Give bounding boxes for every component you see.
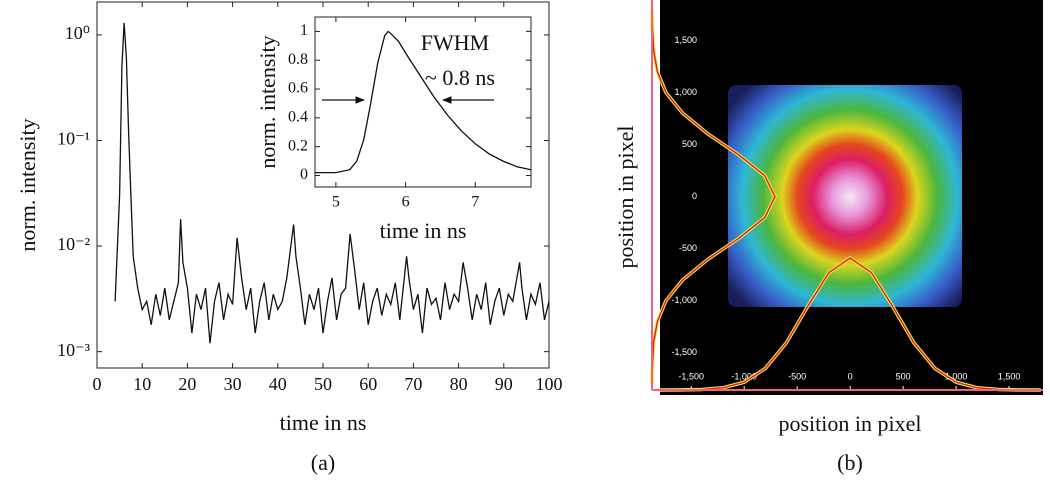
y-tick-label: -1,500	[671, 347, 697, 357]
x-tick-label: 20	[178, 374, 196, 394]
x-tick-label: 30	[224, 374, 242, 394]
x-tick-label: 1,000	[945, 371, 968, 381]
x-tick-label: 1,500	[998, 371, 1021, 381]
y-tick-label: 0	[692, 191, 697, 201]
x-tick-label: 100	[536, 374, 563, 394]
x-tick-label: -1,500	[678, 371, 704, 381]
caption: (a)	[311, 450, 335, 475]
x-tick-label: 7	[471, 194, 479, 211]
x-tick-label: 6	[402, 194, 410, 211]
x-tick-label: 90	[495, 374, 513, 394]
x-tick-label: 60	[359, 374, 377, 394]
annotation: FWHM	[421, 30, 489, 55]
x-tick-label: 0	[848, 371, 853, 381]
caption: (b)	[837, 450, 863, 475]
x-tick-label: -500	[788, 371, 806, 381]
beam-image	[728, 85, 962, 307]
y-tick-label: 0.4	[288, 109, 308, 126]
data-line	[114, 22, 550, 344]
x-axis-label: position in pixel	[779, 411, 922, 436]
y-tick-label: 10⁻¹	[57, 129, 90, 149]
x-tick-label: 70	[404, 374, 422, 394]
y-tick-label: 10⁰	[65, 23, 90, 43]
plot-layer: 0 10 20 30 40 50 60 70 80 90 10010⁰10⁻¹10⁻²10⁻³tim…	[15, 0, 1043, 475]
y-tick-label: 1,500	[674, 35, 697, 45]
annotation: ~ 0.8 ns	[425, 65, 495, 90]
y-axis-label: norm. intensity	[15, 118, 40, 251]
y-tick-label: -1,000	[671, 295, 697, 305]
x-tick-label: 500	[896, 371, 911, 381]
y-tick-label: 500	[682, 139, 697, 149]
y-tick-label: 0.6	[288, 80, 308, 97]
y-tick-label: 0.2	[288, 137, 308, 154]
x-axis-label: time in ns	[280, 410, 367, 435]
x-tick-label: 0	[93, 374, 102, 394]
y-tick-label: 1	[300, 22, 308, 39]
y-tick-label: 10⁻²	[57, 234, 90, 254]
x-tick-label: 40	[269, 374, 287, 394]
y-tick-label: 0	[300, 166, 308, 183]
x-tick-label: 10	[133, 374, 151, 394]
y-axis-label: position in pixel	[613, 126, 638, 269]
x-axis-label: time in ns	[380, 218, 467, 243]
y-profile	[651, 9, 776, 384]
x-tick-label: 50	[314, 374, 332, 394]
y-axis-label: norm. intensity	[255, 35, 280, 168]
x-tick-label: -1,000	[731, 371, 757, 381]
x-tick-label: 80	[450, 374, 468, 394]
y-tick-label: -500	[679, 243, 697, 253]
x-tick-label: 5	[332, 194, 340, 211]
y-tick-label: 1,000	[674, 87, 697, 97]
y-tick-label: 10⁻³	[57, 340, 91, 360]
y-tick-label: 0.8	[288, 51, 308, 68]
plot-area	[314, 16, 532, 188]
x-profile	[659, 257, 1041, 391]
data-line	[315, 30, 532, 174]
